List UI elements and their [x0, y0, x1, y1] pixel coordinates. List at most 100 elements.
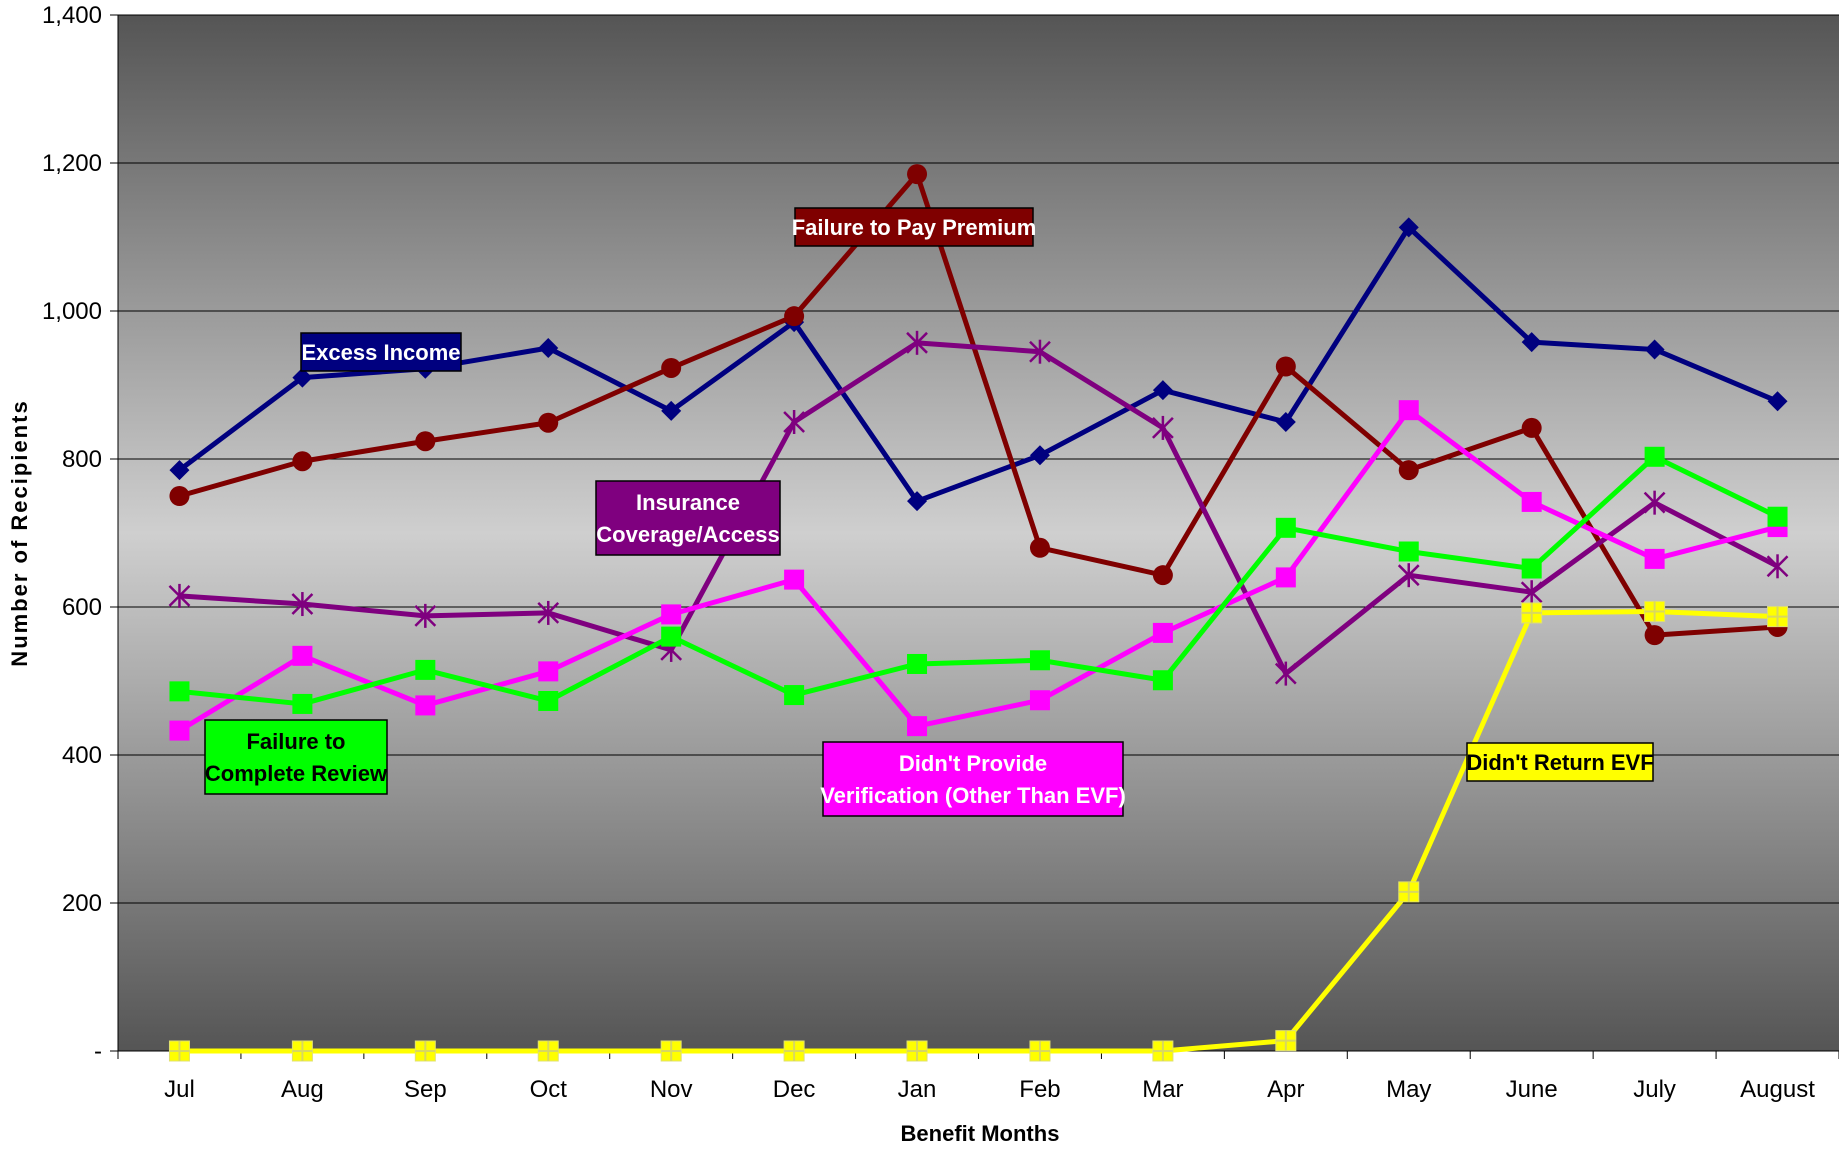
- series-label-box: [1466, 742, 1654, 782]
- series-label: Insurance Coverage/Access: [595, 480, 781, 556]
- marker-square: [1152, 622, 1173, 643]
- data-point: [783, 1040, 805, 1062]
- data-point: [1521, 602, 1543, 624]
- x-tick-label: Aug: [281, 1076, 324, 1103]
- data-point: [660, 1040, 682, 1062]
- data-point: [538, 690, 559, 711]
- marker-square: [907, 653, 928, 674]
- data-point: [1767, 506, 1788, 527]
- data-point: [1029, 1040, 1051, 1062]
- marker-circle: [1398, 460, 1419, 481]
- marker-square: [1029, 650, 1050, 671]
- series-label: Didn't Return EVF: [1466, 742, 1654, 782]
- data-point: [169, 460, 190, 481]
- marker-square: [538, 690, 559, 711]
- series-label-text: Failure to: [246, 729, 345, 754]
- marker-square: [784, 685, 805, 706]
- data-point: [906, 1040, 928, 1062]
- marker-square: [784, 569, 805, 590]
- marker-square: [1644, 548, 1665, 569]
- data-point: [537, 600, 560, 625]
- data-point: [169, 486, 190, 506]
- series-line: [178, 407, 1779, 733]
- data-point: [1521, 417, 1542, 438]
- series-label-text: Complete Review: [205, 761, 388, 786]
- data-point: [291, 1040, 313, 1062]
- data-point: [1275, 517, 1296, 538]
- marker-square: [1029, 690, 1050, 711]
- marker-square: [1767, 506, 1788, 527]
- series-insurance-coverage-access: [168, 330, 1789, 686]
- data-point: [1397, 563, 1420, 588]
- data-point: [1521, 332, 1542, 353]
- data-point: [1398, 460, 1419, 481]
- marker-square: [292, 693, 313, 714]
- data-point: [661, 604, 682, 625]
- data-point: [538, 338, 559, 358]
- marker-square: [1521, 491, 1542, 512]
- data-point: [661, 400, 682, 421]
- x-tick-label: Oct: [530, 1076, 568, 1103]
- series-line: [179, 454, 1779, 707]
- data-point: [538, 661, 559, 682]
- series-line: [179, 340, 1779, 677]
- marker-circle: [169, 486, 190, 506]
- marker-circle: [292, 451, 313, 472]
- data-point: [784, 306, 805, 327]
- x-tick-label: Jul: [164, 1076, 195, 1103]
- marker-square: [538, 661, 559, 682]
- x-tick-label: June: [1506, 1076, 1558, 1103]
- marker-circle: [1644, 625, 1665, 646]
- marker-square: [1398, 541, 1419, 562]
- data-point: [1152, 1040, 1174, 1062]
- x-axis-title: Benefit Months: [901, 1121, 1060, 1146]
- data-point: [1644, 446, 1665, 467]
- marker-square: [169, 681, 190, 702]
- series-label: Failure to Pay Premium: [792, 207, 1037, 247]
- data-point: [1643, 490, 1666, 515]
- data-point: [1767, 391, 1788, 412]
- data-point: [1029, 690, 1050, 711]
- data-point: [415, 695, 436, 716]
- marker-square: [292, 645, 313, 666]
- series-label: Didn't Provide Verification (Other Than E…: [820, 741, 1126, 817]
- data-point: [292, 693, 313, 714]
- data-point: [1029, 537, 1050, 558]
- marker-diamond: [1398, 217, 1419, 238]
- data-point: [414, 603, 437, 628]
- data-point: [907, 716, 928, 737]
- y-tick-label: 200: [62, 890, 102, 917]
- marker-circle: [1275, 356, 1296, 377]
- marker-square: [1152, 670, 1173, 691]
- data-point: [1520, 580, 1543, 605]
- series-label-text: Failure to Pay Premium: [792, 215, 1037, 240]
- data-point: [1152, 565, 1173, 586]
- marker-diamond: [907, 491, 928, 512]
- x-tick-label: Feb: [1019, 1076, 1060, 1103]
- data-point: [783, 410, 805, 434]
- marker-square: [169, 720, 190, 741]
- x-tick-label: Sep: [404, 1076, 447, 1103]
- y-axis-title: Number of Recipients: [7, 399, 32, 666]
- data-point: [1398, 541, 1419, 562]
- data-point: [414, 1040, 436, 1062]
- data-point: [1398, 217, 1419, 238]
- x-tick-label: August: [1740, 1076, 1815, 1103]
- series-label: Excess Income: [300, 332, 462, 372]
- data-point: [1275, 412, 1296, 432]
- data-point: [1029, 445, 1050, 466]
- data-point: [906, 330, 928, 355]
- data-point: [168, 1040, 190, 1062]
- data-point: [169, 681, 190, 702]
- data-point: [1152, 415, 1174, 440]
- marker-square: [1521, 558, 1542, 579]
- data-point: [292, 451, 313, 472]
- series-failure-to-complete-review: [169, 446, 1788, 714]
- x-tick-label: May: [1386, 1076, 1431, 1103]
- data-point: [292, 367, 313, 388]
- data-point: [1275, 356, 1296, 377]
- data-point: [1644, 625, 1665, 646]
- data-point: [1029, 650, 1050, 671]
- marker-circle: [1029, 537, 1050, 558]
